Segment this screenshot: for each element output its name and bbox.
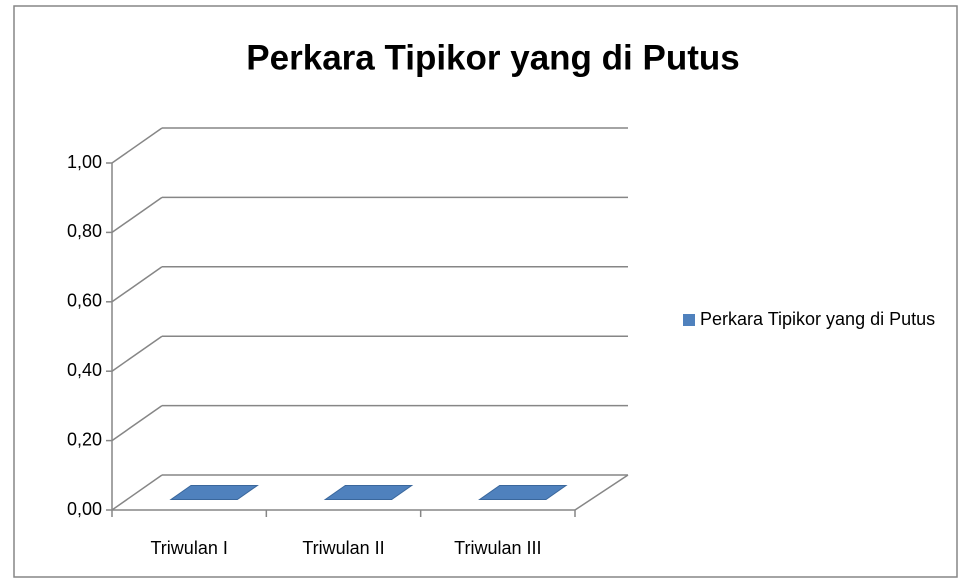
x-tick-label: Triwulan I xyxy=(150,538,227,558)
y-tick-label: 0,00 xyxy=(67,499,102,519)
legend-swatch xyxy=(683,314,695,326)
grid-line xyxy=(111,404,163,442)
floor-edge xyxy=(574,474,629,511)
x-tick-label: Triwulan III xyxy=(454,538,541,558)
legend: Perkara Tipikor yang di Putus xyxy=(700,309,936,329)
grid-line xyxy=(111,127,163,164)
x-tick-label: Triwulan II xyxy=(302,538,384,558)
chart-border xyxy=(13,5,958,578)
y-tick-label: 0,60 xyxy=(67,291,102,311)
bar-top xyxy=(169,485,259,500)
grid-line xyxy=(111,196,163,234)
bar-top xyxy=(478,485,568,500)
y-tick-label: 1,00 xyxy=(67,152,102,172)
grid-line xyxy=(111,266,163,303)
legend-label: Perkara Tipikor yang di Putus xyxy=(700,309,936,329)
chart-title: Perkara Tipikor yang di Putus xyxy=(246,38,739,77)
y-tick-label: 0,40 xyxy=(67,360,102,380)
grid-line xyxy=(111,335,163,372)
grid-line xyxy=(111,474,163,511)
bar-top xyxy=(323,485,414,500)
y-tick-label: 0,20 xyxy=(67,429,102,449)
y-tick-label: 0,80 xyxy=(67,221,102,241)
